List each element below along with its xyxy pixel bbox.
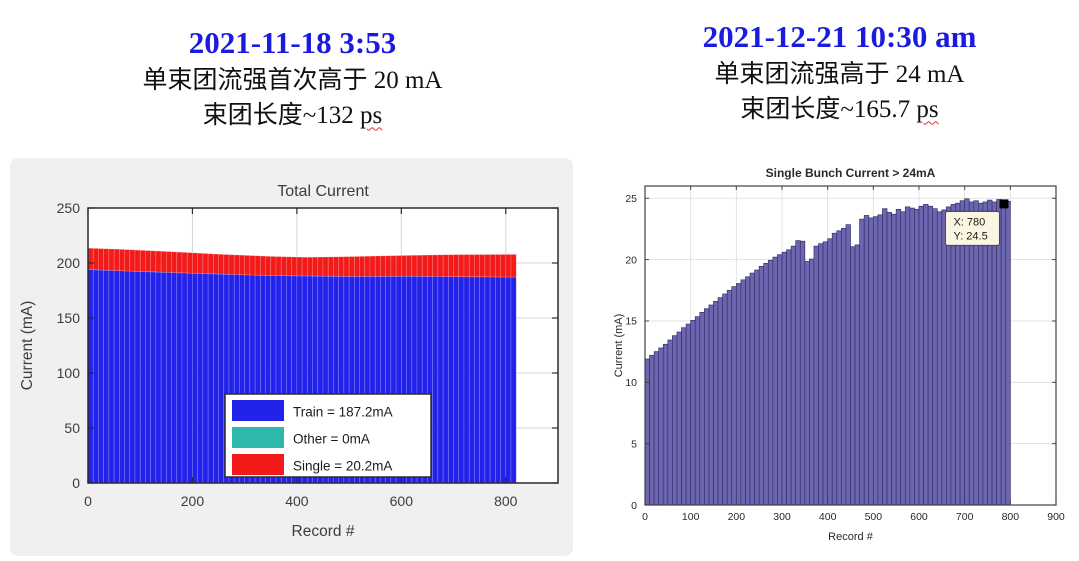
svg-text:300: 300 (773, 511, 791, 523)
chart-title: Single Bunch Current > 24mA (766, 166, 936, 180)
svg-text:800: 800 (494, 493, 518, 509)
chart-title: Total Current (277, 183, 369, 200)
svg-text:900: 900 (1047, 511, 1065, 523)
svg-text:10: 10 (625, 377, 637, 389)
svg-text:800: 800 (1002, 511, 1020, 523)
y-axis-label: Current (mA) (613, 314, 625, 378)
axes: 0 200 400 600 800 0 50 100 150 200 250 Total Curren… (19, 183, 559, 540)
left-ps-unit: ps (360, 102, 383, 130)
datatip-marker-icon (999, 199, 1009, 209)
right-ps-unit: ps (916, 96, 939, 124)
datatip-box (944, 210, 1001, 246)
svg-text:0: 0 (84, 493, 92, 509)
svg-text:600: 600 (390, 493, 414, 509)
axes: 0 100 200 300 400 500 600 700 800 900 0 5 10 15 20 25 Si… (613, 166, 1065, 543)
left-subtitle-current: 单束团流强首次高于 20 mA (142, 66, 443, 94)
y-axis-label: Current (mA) (19, 301, 36, 391)
datatip-y-value: Y: 24.5 (953, 230, 987, 242)
right-subtitle-current: 单束团流强高于 24 mA (714, 60, 965, 88)
single-bunch-chart: 0 100 200 300 400 500 600 700 800 900 0 5 10 15 20 25 Si… (613, 166, 1065, 543)
left-date-title: 2021-11-18 3:53 (188, 25, 397, 60)
left-subtitle-bunch-length: 束团长度~132 ps (0, 98, 585, 134)
tick-marks (644, 186, 1057, 506)
stacked-bars (87, 247, 517, 484)
svg-text:700: 700 (956, 511, 974, 523)
right-date-title: 2021-12-21 10:30 am (702, 19, 977, 54)
svg-text:200: 200 (728, 511, 746, 523)
x-axis-label: Record # (292, 523, 355, 540)
left-header: 2021-11-18 3:53 单束团流强首次高于 20 mA 束团长度~132… (0, 24, 585, 134)
legend-label: Other = 0mA (293, 432, 370, 447)
svg-text:25: 25 (625, 193, 637, 205)
right-header: 2021-12-21 10:30 am 单束团流强高于 24 mA 束团长度~1… (600, 18, 1079, 128)
legend-label: Single = 20.2mA (293, 459, 392, 474)
svg-text:0: 0 (631, 500, 637, 512)
legend-swatch (232, 400, 284, 421)
single-bunch-figure: 0 100 200 300 400 500 600 700 800 900 0 5 10 15 20 25 Si… (612, 165, 1074, 550)
svg-text:150: 150 (57, 310, 81, 326)
svg-text:50: 50 (64, 420, 80, 436)
svg-text:200: 200 (181, 493, 205, 509)
tick-labels: 0 200 400 600 800 0 50 100 150 200 250 (57, 200, 518, 509)
svg-text:250: 250 (57, 200, 81, 216)
datatip-x-value: X: 780 (953, 216, 985, 228)
tick-marks (87, 207, 558, 484)
svg-text:600: 600 (910, 511, 928, 523)
legend-swatch (232, 454, 284, 475)
legend-label: Train = 187.2mA (293, 405, 393, 420)
total-current-figure: 0 200 400 600 800 0 50 100 150 200 250 Total Curren… (10, 158, 573, 556)
svg-text:0: 0 (72, 475, 80, 491)
legend-swatch (232, 427, 284, 448)
svg-text:400: 400 (285, 493, 309, 509)
svg-text:400: 400 (819, 511, 837, 523)
svg-text:200: 200 (57, 255, 81, 271)
right-bunch-length-text: 束团长度~165.7 (740, 96, 917, 124)
svg-text:20: 20 (625, 254, 637, 266)
tick-labels: 0 100 200 300 400 500 600 700 800 900 0 5 10 15 20 25 (625, 193, 1065, 523)
svg-text:100: 100 (57, 365, 81, 381)
svg-text:500: 500 (865, 511, 883, 523)
datatip: X: 780 Y: 24.5 (944, 199, 1009, 246)
svg-text:100: 100 (682, 511, 700, 523)
svg-text:0: 0 (642, 511, 648, 523)
left-bunch-length-text: 束团长度~132 (202, 102, 361, 130)
svg-text:15: 15 (625, 316, 637, 328)
right-subtitle-bunch-length: 束团长度~165.7 ps (600, 92, 1079, 128)
x-axis-label: Record # (828, 531, 874, 543)
total-current-chart: 0 200 400 600 800 0 50 100 150 200 250 Total Curren… (19, 183, 559, 540)
svg-text:5: 5 (631, 438, 637, 450)
legend: Train = 187.2mA Other = 0mA Single = 20.2m… (224, 393, 432, 478)
